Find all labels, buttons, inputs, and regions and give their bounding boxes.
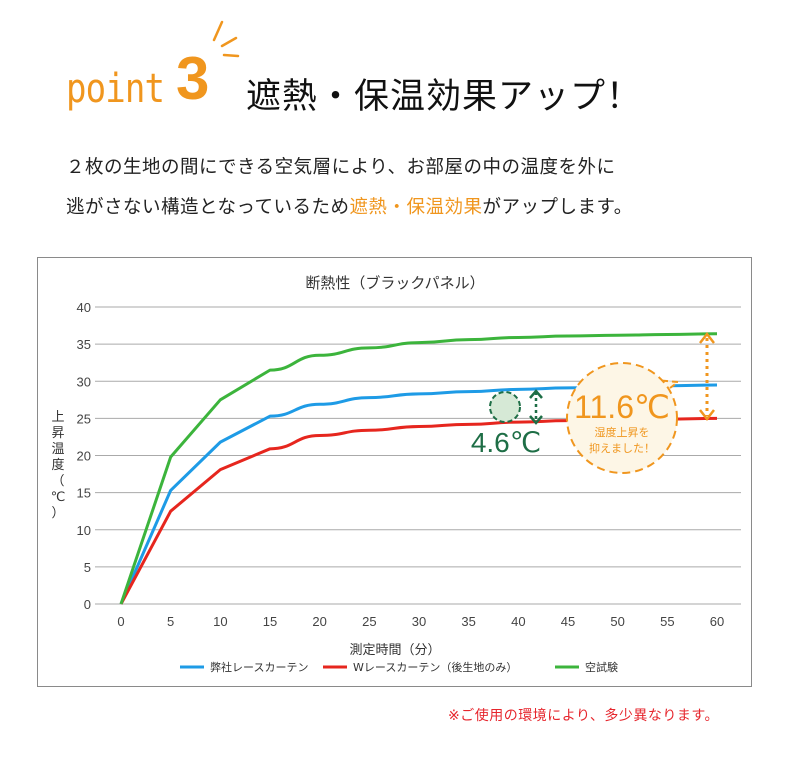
y-axis-label: ℃ [51,490,66,505]
series-line-2 [119,332,718,605]
chart-panel: 断熱性（ブラックパネル） 0 5 10 15 20 25 30 35 40 0 5 10 15 20 25 30… [37,257,752,687]
arrow-down-icon [529,415,543,425]
y-tick-label: 35 [77,337,91,352]
annotation-value-large: 11.6℃ [574,389,670,425]
sparkle-icon [212,20,240,58]
arrow-up-icon [529,389,543,399]
y-tick-label: 15 [77,486,91,501]
x-tick-label: 30 [412,614,426,629]
y-axis-label: （ [51,474,64,489]
x-tick-label: 10 [213,614,227,629]
annotation-subtext: 湿度上昇を [595,425,650,439]
y-axis-label: 上 [51,410,64,425]
y-tick-label: 40 [77,300,91,315]
disclaimer-note: ※ご使用の環境により、多少異なります。 [448,708,719,724]
description-text: 逃がさない構造となっているため [66,197,350,218]
description: ２枚の生地の間にできる空気層により、お部屋の中の温度を外に 逃がさない構造となっ… [66,148,633,228]
x-tick-label: 55 [660,614,674,629]
speech-bubble [566,362,678,474]
y-tick-label: 5 [84,560,91,575]
y-tick-label: 30 [77,374,91,389]
x-tick-label: 60 [710,614,724,629]
line-chart: 断熱性（ブラックパネル） 0 5 10 15 20 25 30 35 40 0 5 10 15 20 25 30… [51,274,741,674]
y-axis-label: 度 [51,457,64,473]
x-tick-label: 0 [117,614,124,629]
page-title: 遮熱・保温効果アップ！ [246,77,643,117]
x-tick-label: 15 [263,614,277,629]
annotation-subtext: 抑えました！ [589,441,655,455]
x-tick-label: 45 [561,614,575,629]
arrow-down-icon [699,409,715,422]
y-axis-label: 温 [51,442,64,457]
highlight-circle [489,391,521,423]
x-tick-label: 25 [362,614,376,629]
description-highlight: 遮熱・保温効果 [349,197,483,218]
x-tick-label: 40 [511,614,525,629]
header: point 3 遮熱・保温効果アップ！ [0,0,790,130]
arrow-up-icon [699,331,715,344]
x-tick-label: 35 [461,614,475,629]
legend-label: 空試験 [585,660,618,674]
x-axis-label: 測定時間（分） [349,643,440,658]
y-tick-label: 25 [77,411,91,426]
y-tick-label: 20 [77,449,91,464]
legend-label: Wレースカーテン（後生地のみ） [353,660,517,674]
x-tick-label: 5 [167,614,174,629]
x-tick-label: 20 [312,614,326,629]
legend-label: 弊社レースカーテン [210,660,308,674]
description-text: がアップします。 [482,197,633,218]
point-label: point [66,66,165,112]
x-tick-label: 50 [610,614,624,629]
chart-title: 断熱性（ブラックパネル） [305,274,484,292]
description-line-2: 逃がさない構造となっているため遮熱・保温効果がアップします。 [66,188,633,228]
point-number: 3 [176,45,210,112]
y-axis-label: 昇 [51,426,64,441]
description-line-1: ２枚の生地の間にできる空気層により、お部屋の中の温度を外に [66,157,616,178]
annotation-value-small: 4.6℃ [471,427,541,458]
y-tick-label: 0 [84,597,91,612]
y-axis-label: ） [51,506,64,521]
y-tick-label: 10 [77,523,91,538]
